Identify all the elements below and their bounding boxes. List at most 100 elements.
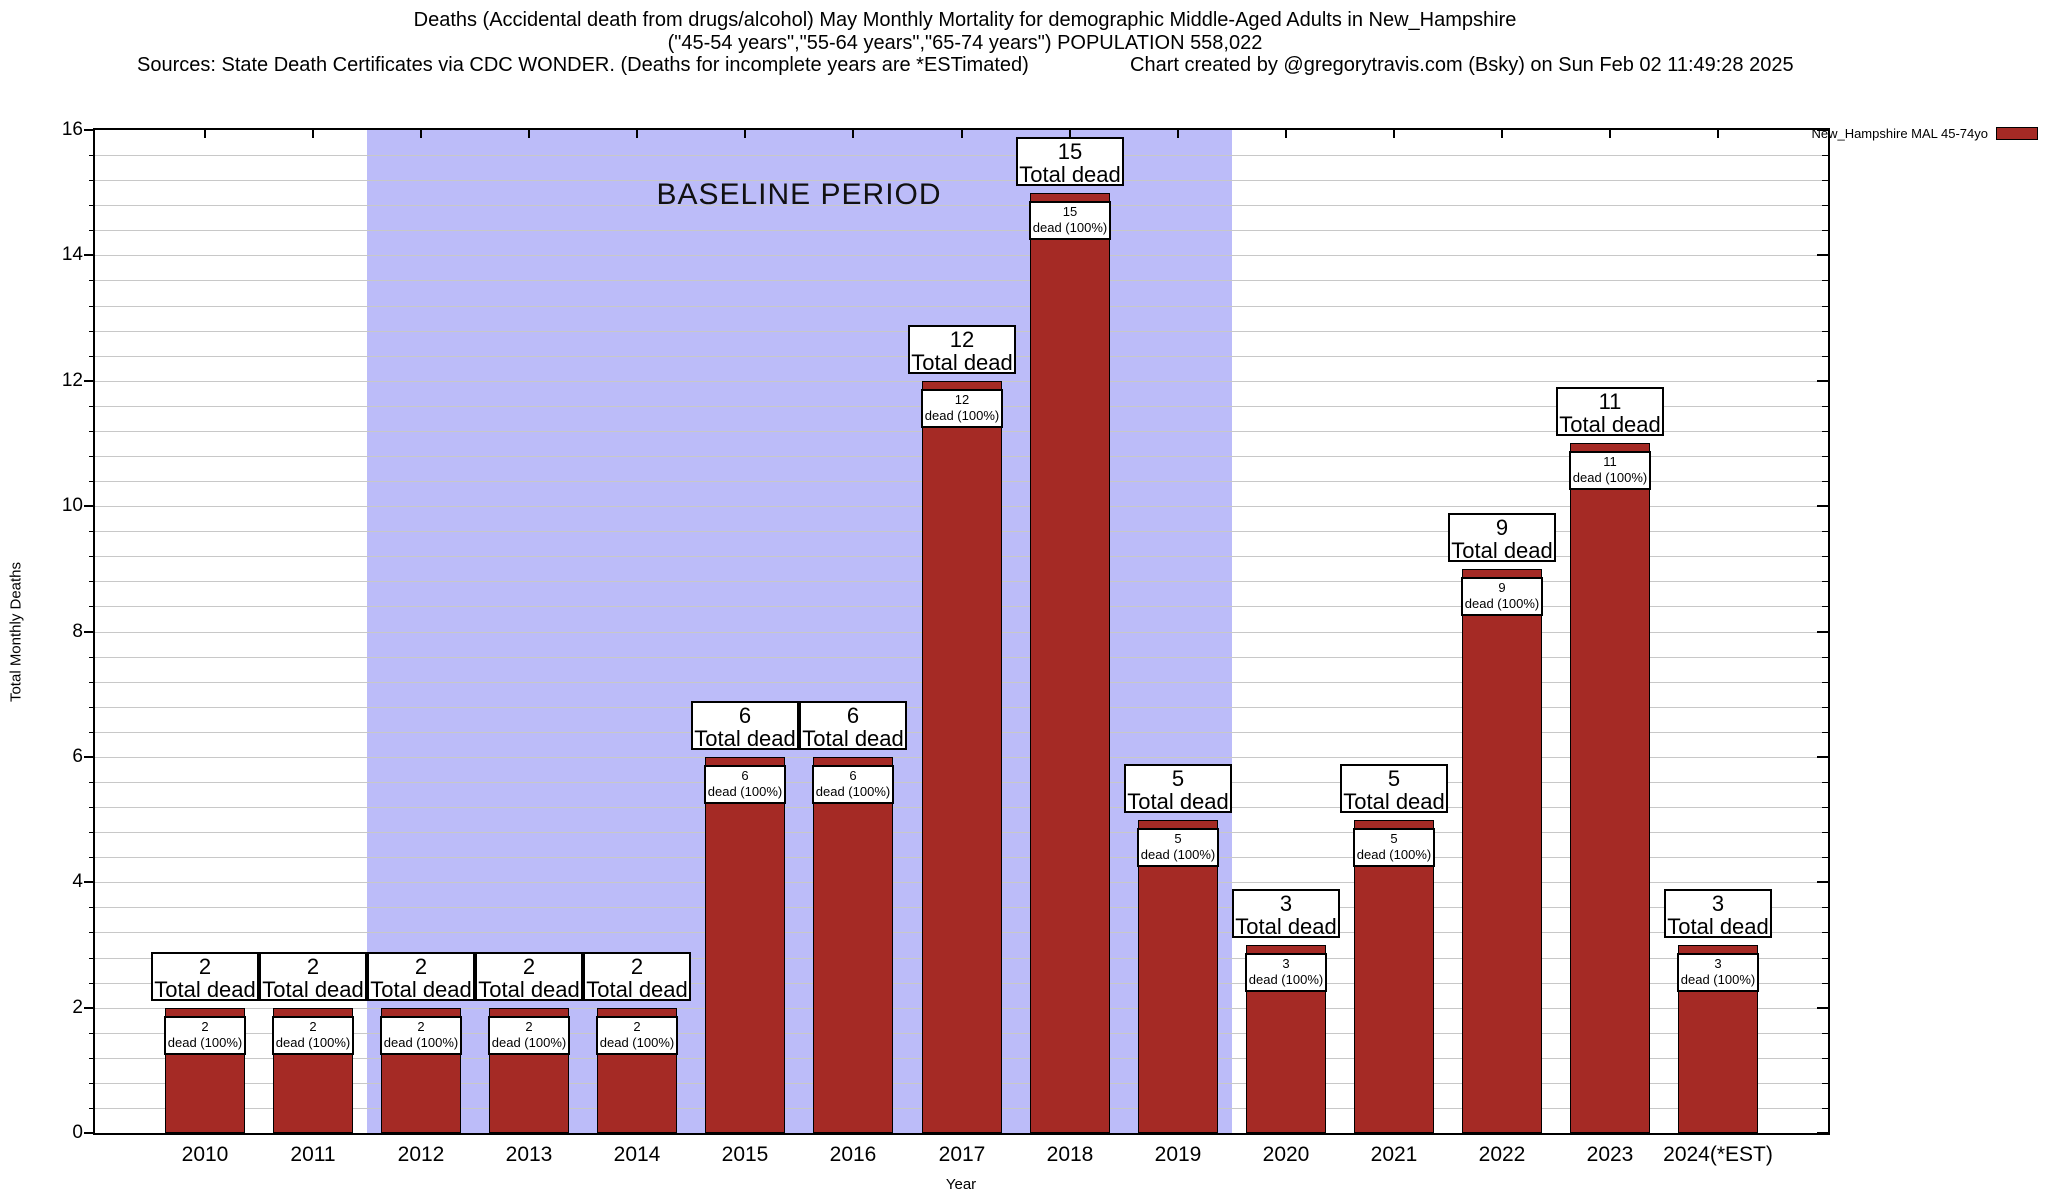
y-minor-tick bbox=[89, 606, 95, 608]
y-minor-tick-right bbox=[1822, 355, 1828, 357]
x-tick-label-2019: 2019 bbox=[1154, 1143, 1202, 1166]
y-minor-tick bbox=[89, 556, 95, 558]
bar-inner-caption: dead (100%) bbox=[491, 1034, 567, 1050]
y-axis-title: Total Monthly Deaths bbox=[7, 561, 25, 703]
y-minor-tick-right bbox=[1822, 556, 1828, 558]
y-minor-tick bbox=[89, 1057, 95, 1059]
bar-total-value: 3 bbox=[1711, 890, 1725, 916]
x-tick-top bbox=[528, 130, 530, 138]
bar-total-caption: Total dead bbox=[1667, 913, 1769, 939]
y-minor-tick-right bbox=[1822, 606, 1828, 608]
y-tick-label: 12 bbox=[61, 369, 83, 391]
y-minor-tick-right bbox=[1822, 1032, 1828, 1034]
bar-total-value: 6 bbox=[738, 702, 752, 728]
bar-total-caption: Total dead bbox=[478, 976, 580, 1002]
y-minor-tick-right bbox=[1822, 807, 1828, 808]
y-major-tick bbox=[84, 254, 95, 257]
x-tick-top bbox=[852, 130, 854, 138]
y-major-tick-right bbox=[1817, 755, 1828, 758]
y-major-tick bbox=[84, 505, 95, 508]
y-minor-tick bbox=[89, 932, 95, 934]
bar-inner-value: 2 bbox=[309, 1018, 317, 1034]
bar-total-label-2018: 15 Total dead bbox=[1016, 136, 1124, 186]
y-minor-tick-right bbox=[1822, 957, 1828, 959]
x-tick-top bbox=[744, 130, 746, 138]
bar-inner-value: 11 bbox=[1603, 454, 1617, 470]
y-minor-tick bbox=[89, 782, 95, 783]
y-minor-tick-right bbox=[1822, 932, 1828, 934]
bar-inner-label-2024(*EST): 3 dead (100%) bbox=[1677, 952, 1759, 992]
gridline bbox=[95, 280, 1828, 282]
y-minor-tick-right bbox=[1822, 982, 1828, 984]
bar-total-label-2017: 12 Total dead bbox=[908, 324, 1016, 375]
bar-total-value: 6 bbox=[846, 702, 860, 728]
gridline bbox=[95, 305, 1828, 307]
y-major-tick bbox=[84, 129, 95, 131]
y-major-tick bbox=[84, 1132, 95, 1134]
y-tick-label: 16 bbox=[61, 119, 83, 140]
y-minor-tick bbox=[89, 355, 95, 357]
x-tick-top bbox=[1393, 130, 1395, 138]
y-major-tick-right bbox=[1817, 254, 1828, 257]
y-minor-tick-right bbox=[1822, 832, 1828, 834]
bar-inner-value: 2 bbox=[201, 1018, 209, 1034]
bar-inner-caption: dead (100%) bbox=[1572, 470, 1648, 486]
y-minor-tick bbox=[89, 230, 95, 232]
bar-total-label-2012: 2 Total dead bbox=[367, 951, 475, 1001]
bar-total-value: 2 bbox=[306, 953, 320, 979]
y-minor-tick bbox=[89, 1107, 95, 1109]
bar-inner-caption: dead (100%) bbox=[1140, 846, 1216, 862]
y-minor-tick-right bbox=[1822, 581, 1828, 583]
x-tick-top bbox=[1717, 130, 1719, 138]
x-tick-label-2010: 2010 bbox=[181, 1143, 229, 1166]
bar-inner-label-2011: 2 dead (100%) bbox=[272, 1015, 354, 1055]
y-minor-tick bbox=[89, 456, 95, 457]
bar-total-value: 15 bbox=[1057, 138, 1083, 164]
y-minor-tick-right bbox=[1822, 731, 1828, 733]
y-minor-tick bbox=[89, 531, 95, 533]
y-minor-tick-right bbox=[1822, 481, 1828, 482]
bar-total-label-2021: 5 Total dead bbox=[1340, 763, 1448, 814]
bar-2022 bbox=[1462, 568, 1542, 1133]
y-tick-label: 0 bbox=[72, 1122, 83, 1143]
y-minor-tick bbox=[89, 907, 95, 909]
bar-inner-label-2020: 3 dead (100%) bbox=[1245, 952, 1327, 992]
y-minor-tick-right bbox=[1822, 857, 1828, 859]
legend: New_Hampshire MAL 45-74yo bbox=[1811, 126, 2038, 141]
bar-inner-label-2015: 6 dead (100%) bbox=[704, 764, 786, 804]
chart-title-line2: ("45-54 years","55-64 years","65-74 year… bbox=[667, 32, 1263, 54]
bar-inner-value: 15 bbox=[1062, 203, 1078, 219]
bar-2023 bbox=[1570, 443, 1650, 1133]
bar-total-label-2020: 3 Total dead bbox=[1232, 888, 1340, 938]
y-minor-tick bbox=[89, 982, 95, 984]
bar-inner-label-2021: 5 dead (100%) bbox=[1353, 827, 1435, 867]
bar-total-caption: Total dead bbox=[586, 976, 688, 1002]
y-minor-tick bbox=[89, 656, 95, 658]
bar-total-caption: Total dead bbox=[1451, 537, 1553, 563]
y-minor-tick-right bbox=[1822, 230, 1828, 232]
y-minor-tick-right bbox=[1822, 405, 1828, 407]
x-axis-title: Year bbox=[945, 1176, 977, 1193]
y-major-tick bbox=[84, 881, 95, 884]
bar-inner-caption: dead (100%) bbox=[383, 1034, 459, 1050]
bar-total-value: 2 bbox=[414, 953, 428, 979]
bar-inner-value: 3 bbox=[1282, 955, 1290, 971]
y-minor-tick-right bbox=[1822, 155, 1828, 157]
bar-2021 bbox=[1354, 819, 1434, 1133]
bar-total-caption: Total dead bbox=[911, 349, 1013, 375]
x-tick-top bbox=[1609, 130, 1611, 138]
gridline bbox=[95, 230, 1828, 232]
x-tick-top bbox=[204, 130, 206, 138]
y-minor-tick bbox=[89, 1032, 95, 1034]
bar-inner-caption: dead (100%) bbox=[1248, 971, 1324, 987]
y-major-tick-right bbox=[1817, 630, 1828, 633]
bar-total-caption: Total dead bbox=[1343, 788, 1445, 814]
x-tick-label-2018: 2018 bbox=[1046, 1143, 1094, 1166]
bar-inner-value: 5 bbox=[1174, 830, 1182, 846]
y-minor-tick-right bbox=[1822, 430, 1828, 432]
y-minor-tick bbox=[89, 430, 95, 432]
bar-total-caption: Total dead bbox=[262, 976, 364, 1002]
y-minor-tick bbox=[89, 681, 95, 683]
bar-total-caption: Total dead bbox=[1127, 788, 1229, 814]
bar-inner-label-2023: 11 dead (100%) bbox=[1569, 451, 1651, 491]
